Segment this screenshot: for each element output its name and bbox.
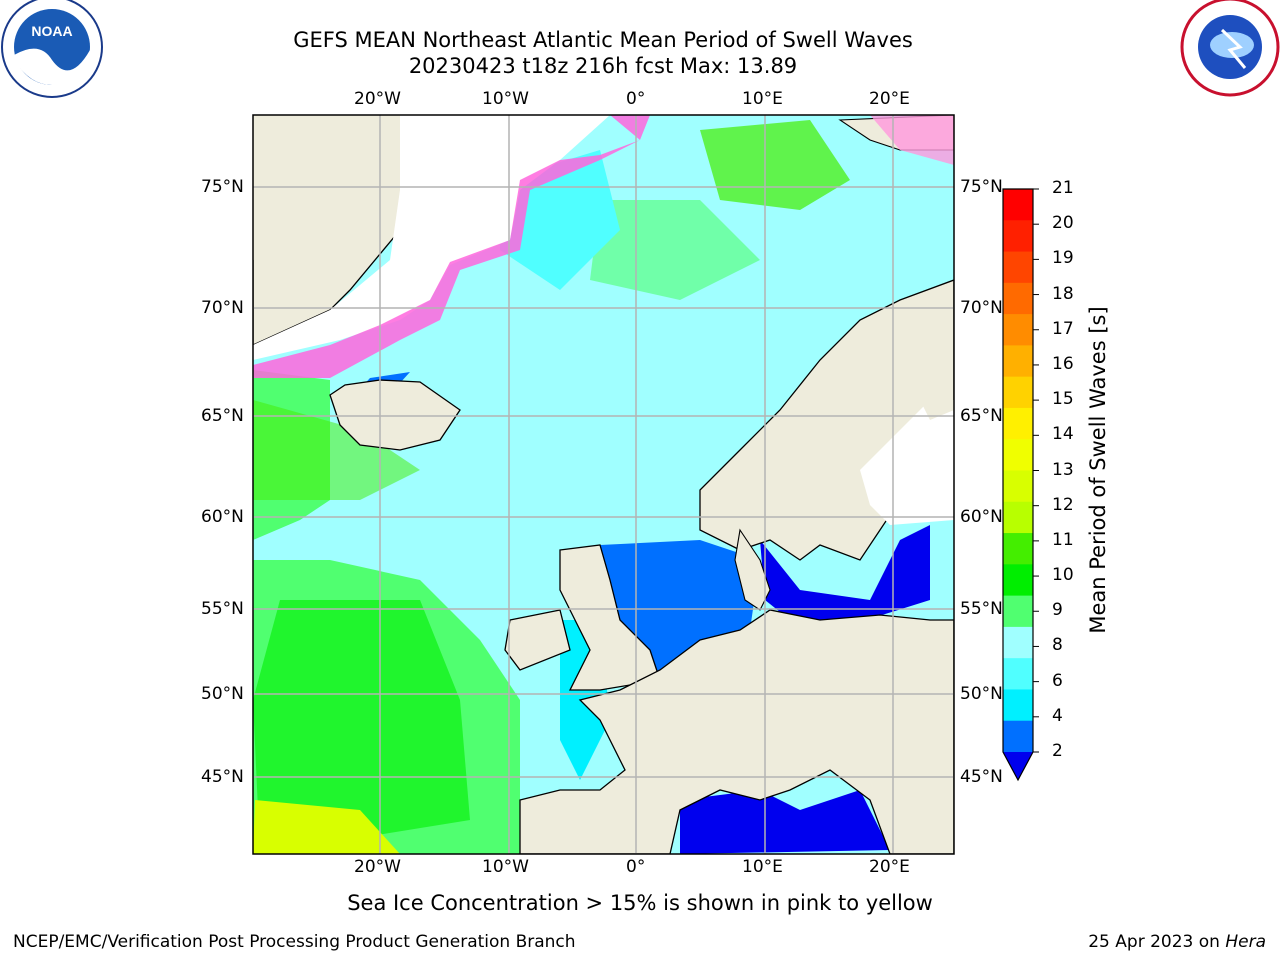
colorbar-bin bbox=[1003, 439, 1033, 471]
gridlines bbox=[253, 115, 954, 854]
colorbar-extend-low bbox=[1003, 752, 1033, 780]
colorbar-bin bbox=[1003, 501, 1033, 534]
finland-land bbox=[920, 400, 954, 420]
colorbar-tick-label: 16 bbox=[1052, 353, 1074, 374]
date-text: 25 Apr 2023 on bbox=[1088, 932, 1226, 952]
lon-label-top: 0° bbox=[626, 89, 646, 109]
iceland-land bbox=[329, 379, 461, 451]
lat-label-left: 75°N bbox=[201, 177, 244, 197]
colorbar bbox=[1003, 188, 1039, 780]
sea-ice-unshaded bbox=[253, 115, 610, 360]
colorbar-bin bbox=[1003, 407, 1033, 440]
colorbar-bin bbox=[1003, 470, 1033, 503]
lat-label-left: 45°N bbox=[201, 767, 244, 787]
colorbar-tick-label: 18 bbox=[1052, 283, 1074, 304]
noaa-logo-text: NOAA bbox=[31, 23, 72, 39]
colorbar-bin bbox=[1003, 345, 1033, 378]
title-line-2: 20230423 t18z 216h fcst Max: 13.89 bbox=[408, 54, 798, 78]
colorbar-tick-label: 14 bbox=[1052, 424, 1074, 445]
lat-label-right: 60°N bbox=[960, 507, 1003, 527]
lat-label-left: 60°N bbox=[201, 507, 244, 527]
noaa-logo: NOAA bbox=[1, 0, 103, 98]
lon-label-bottom: 10°E bbox=[742, 857, 783, 877]
sea-ice-edge bbox=[253, 115, 650, 378]
swell-zone-10-11s bbox=[253, 400, 420, 500]
lat-label-left: 55°N bbox=[201, 599, 244, 619]
colorbar-tick-label: 19 bbox=[1052, 248, 1074, 269]
colorbar-tick-label: 12 bbox=[1052, 494, 1074, 515]
colorbar-tick-label: 10 bbox=[1052, 565, 1074, 586]
ireland-land bbox=[504, 609, 571, 671]
colorbar-bin bbox=[1003, 689, 1033, 722]
baltic-sea-low-swell bbox=[760, 525, 930, 625]
title-line-1: GEFS MEAN Northeast Atlantic Mean Period… bbox=[293, 28, 913, 52]
lon-label-bottom: 20°E bbox=[869, 857, 910, 877]
lat-label-left: 70°N bbox=[201, 298, 244, 318]
lon-label-top: 10°W bbox=[482, 89, 529, 109]
colorbar-bin bbox=[1003, 189, 1033, 221]
swell-zone-12-13s bbox=[253, 800, 400, 854]
colorbar-bin bbox=[1003, 282, 1033, 315]
lat-label-right: 65°N bbox=[960, 406, 1003, 426]
gulf-of-bothnia-ice bbox=[860, 400, 954, 525]
colorbar-bin bbox=[1003, 658, 1033, 690]
colorbar-tick-label: 17 bbox=[1052, 318, 1074, 339]
colorbar-tick-label: 8 bbox=[1052, 635, 1063, 656]
host-name: Hera bbox=[1225, 932, 1266, 952]
colorbar-bin bbox=[1003, 533, 1033, 565]
colorbar-tick-label: 9 bbox=[1052, 600, 1063, 621]
map-area bbox=[253, 115, 954, 854]
colorbar-bin bbox=[1003, 314, 1033, 346]
lat-label-left: 50°N bbox=[201, 684, 244, 704]
colorbar-bin bbox=[1003, 376, 1033, 409]
colorbar-tick-label: 15 bbox=[1052, 389, 1074, 410]
lon-label-bottom: 10°W bbox=[482, 857, 529, 877]
colorbar-bin bbox=[1003, 595, 1033, 628]
colorbar-bin bbox=[1003, 720, 1033, 753]
colorbar-tick-label: 21 bbox=[1052, 178, 1074, 198]
lat-label-right: 70°N bbox=[960, 298, 1003, 318]
lon-label-bottom: 20°W bbox=[354, 857, 401, 877]
lat-label-left: 65°N bbox=[201, 406, 244, 426]
colorbar-bin bbox=[1003, 251, 1033, 284]
lat-label-right: 50°N bbox=[960, 684, 1003, 704]
colorbar-tick-label: 6 bbox=[1052, 670, 1063, 691]
lat-label-right: 55°N bbox=[960, 599, 1003, 619]
denmark-land bbox=[734, 528, 771, 611]
map-frame bbox=[252, 114, 955, 855]
colorbar-tick-label: 2 bbox=[1052, 741, 1063, 761]
lon-label-bottom: 0° bbox=[626, 857, 646, 877]
colorbar-tick-label: 20 bbox=[1052, 213, 1074, 234]
mediterranean-low-swell bbox=[680, 790, 890, 854]
generation-date: 25 Apr 2023 on Hera bbox=[1088, 932, 1266, 952]
swell-zone-9-10s bbox=[590, 200, 760, 300]
colorbar-bin bbox=[1003, 220, 1033, 253]
lat-label-right: 75°N bbox=[960, 177, 1003, 197]
credit-text: NCEP/EMC/Verification Post Processing Pr… bbox=[13, 932, 576, 952]
lon-label-top: 10°E bbox=[742, 89, 783, 109]
colorbar-bin bbox=[1003, 564, 1033, 597]
sea-ice-edge bbox=[870, 115, 954, 165]
colorbar-tick-label: 11 bbox=[1052, 529, 1074, 550]
lon-label-top: 20°W bbox=[354, 89, 401, 109]
lon-label-top: 20°E bbox=[869, 89, 910, 109]
colorbar-tick-label: 4 bbox=[1052, 705, 1063, 726]
swell-zone-10-11s bbox=[253, 600, 470, 854]
colorbar-frame bbox=[1002, 188, 1034, 782]
colorbar-label: Mean Period of Swell Waves [s] bbox=[1086, 306, 1110, 634]
lat-label-right: 45°N bbox=[960, 767, 1003, 787]
nws-logo bbox=[1180, 0, 1280, 97]
colorbar-bin bbox=[1003, 626, 1033, 659]
sea-ice-note: Sea Ice Concentration > 15% is shown in … bbox=[347, 891, 933, 915]
colorbar-tick-label: 13 bbox=[1052, 459, 1074, 480]
